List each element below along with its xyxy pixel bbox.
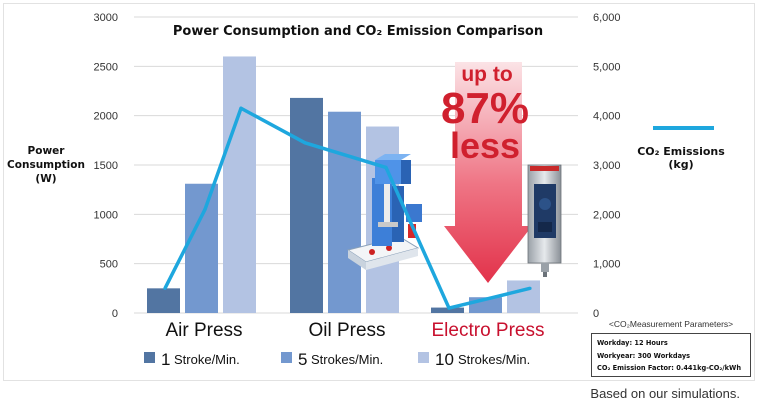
legend: 1 Stroke/Min. 5 Strokes/Min. 10 Strokes/Min. C… bbox=[144, 126, 725, 369]
callout-less: less bbox=[450, 125, 520, 166]
co2-point bbox=[303, 141, 307, 145]
param-workyear: Workyear: 300 Workdays bbox=[597, 351, 691, 360]
parameters-box: Workday: 12 Hours Workyear: 300 Workdays… bbox=[591, 333, 751, 377]
co2-point bbox=[384, 165, 388, 170]
co2-point bbox=[163, 286, 167, 290]
y-right-tick-label: 6,000 bbox=[593, 12, 621, 24]
y-left-axis-label: Power bbox=[28, 145, 66, 157]
bar-5-air-press bbox=[185, 183, 218, 313]
y-left-tick-label: 2500 bbox=[94, 61, 118, 73]
co2-line bbox=[163, 106, 532, 310]
chart-title: Power Consumption and CO₂ Emission Compa… bbox=[173, 24, 543, 39]
y-left-tick-label: 0 bbox=[112, 308, 118, 320]
legend-swatch bbox=[281, 352, 292, 363]
legend-swatch bbox=[144, 352, 155, 363]
callout-up-to: up to bbox=[461, 63, 512, 86]
legend-label-number: 1 bbox=[161, 350, 170, 369]
legend-label-suffix: Strokes/Min. bbox=[311, 352, 383, 367]
y-right-tick-label: 1,000 bbox=[593, 259, 621, 271]
y-right-tick-label: 0 bbox=[593, 308, 599, 320]
legend-swatch bbox=[418, 352, 429, 363]
co2-point bbox=[488, 296, 492, 300]
y-left-tick-label: 3000 bbox=[94, 12, 118, 24]
y-left-tick-label: 1500 bbox=[94, 160, 118, 172]
param-workday: Workday: 12 Hours bbox=[597, 339, 668, 347]
y-right-tick-label: 4,000 bbox=[593, 111, 621, 123]
y-left-axis-label: (W) bbox=[35, 173, 56, 185]
parameters-title: <CO₂Measurement Parameters> bbox=[608, 319, 734, 329]
bar-1-air-press bbox=[147, 288, 180, 313]
y-left-axis-label: Consumption bbox=[7, 159, 85, 171]
legend-co2-label: (kg) bbox=[668, 158, 693, 171]
y-left-tick-label: 1000 bbox=[94, 209, 118, 221]
footnote: Based on our simulations. bbox=[590, 386, 740, 401]
y-left-tick-label: 500 bbox=[100, 259, 118, 271]
press-illustrations bbox=[346, 154, 562, 277]
bar-1-oil-press bbox=[290, 97, 323, 313]
legend-co2-label: CO₂ Emissions bbox=[637, 145, 725, 158]
chart-frame bbox=[3, 3, 755, 381]
co2-polyline bbox=[163, 106, 531, 310]
bar-5-oil-press bbox=[328, 111, 361, 313]
bar-10-electro-press bbox=[507, 280, 540, 313]
reduction-arrow bbox=[444, 62, 532, 283]
legend-label-number: 5 bbox=[298, 350, 307, 369]
bar-1-electro-press bbox=[431, 307, 464, 313]
bar-10-air-press bbox=[223, 56, 256, 313]
axis-labels: 0 500 1000 1500 2000 2500 3000 0 1,000 2,000 3,000… bbox=[7, 12, 620, 341]
legend-label-suffix: Strokes/Min. bbox=[458, 352, 530, 367]
legend-label-suffix: Stroke/Min. bbox=[174, 352, 240, 367]
y-right-tick-label: 3,000 bbox=[593, 160, 621, 172]
co2-point bbox=[203, 207, 207, 211]
callout-percent: 87% bbox=[441, 84, 529, 133]
co2-point bbox=[447, 306, 451, 310]
param-emission-factor: CO₂ Emission Factor: 0.441kg-CO₂/kWh bbox=[597, 364, 742, 372]
category-label: Electro Press bbox=[432, 320, 545, 341]
category-label: Air Press bbox=[165, 320, 242, 341]
legend-label-number: 10 bbox=[435, 350, 454, 369]
category-label: Oil Press bbox=[308, 320, 385, 341]
y-left-tick-label: 2000 bbox=[94, 111, 118, 123]
electro-press-image bbox=[527, 164, 562, 277]
co2-point bbox=[528, 286, 532, 290]
co2-point bbox=[239, 106, 243, 110]
y-right-tick-label: 2,000 bbox=[593, 209, 621, 221]
y-right-tick-label: 5,000 bbox=[593, 61, 621, 73]
